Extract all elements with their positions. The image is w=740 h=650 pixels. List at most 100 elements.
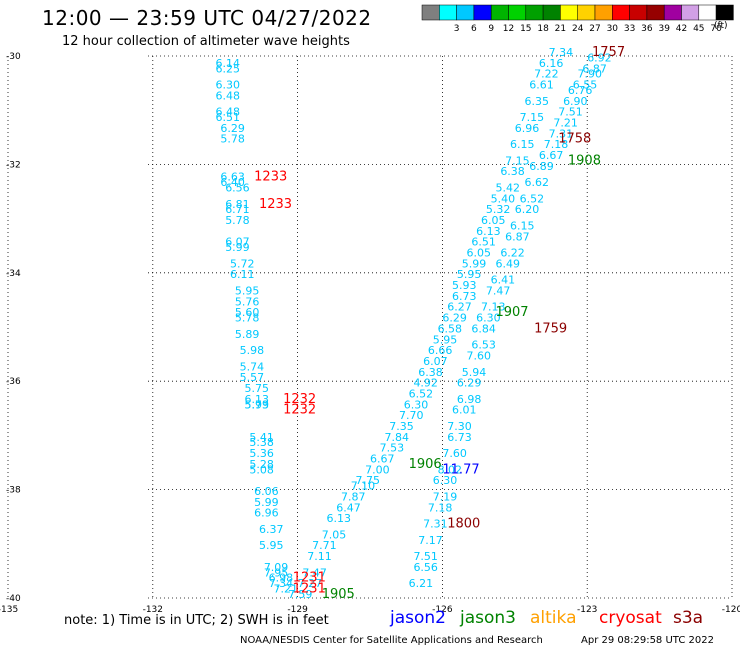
- wave-height-value: 7.13: [481, 301, 506, 314]
- wave-height-value: 6.96: [254, 507, 279, 520]
- wave-height-value: 6.92: [587, 51, 612, 64]
- wave-height-value: 5.42: [495, 182, 520, 195]
- wave-height-value: 7.21: [553, 116, 578, 129]
- pass-time-label: 1908: [568, 153, 601, 168]
- wave-height-value: 7.09: [264, 561, 289, 574]
- track-east: 6.216.567.517.177.317.187.196.308.027.60…: [409, 51, 612, 590]
- x-tick-label: -120: [722, 605, 740, 615]
- wave-height-value: 5.94: [462, 366, 487, 379]
- wave-height-value: 6.71: [225, 203, 250, 216]
- wave-height-value: 6.22: [500, 247, 525, 260]
- wave-height-value: 5.89: [235, 328, 260, 341]
- wave-height-value: 7.71: [312, 539, 337, 552]
- wave-height-value: 6.07: [423, 355, 448, 368]
- wave-height-value: 7.27: [298, 577, 323, 590]
- wave-height-value: 7.34: [269, 577, 294, 590]
- wave-height-value: 5.08: [249, 463, 273, 476]
- pass-time-label: 1231: [293, 582, 326, 597]
- wave-height-value: 6.96: [515, 122, 540, 135]
- wave-height-value: 6.13: [327, 512, 352, 525]
- y-tick-label: -34: [6, 269, 21, 279]
- wave-height-value: 7.87: [341, 490, 366, 503]
- wave-height-value: 7.05: [322, 528, 347, 541]
- legend-s3a: s3a: [673, 608, 704, 628]
- wave-height-value: 7.60: [442, 447, 467, 460]
- wave-height-value: 6.84: [471, 322, 496, 335]
- wave-height-value: 5.72: [230, 257, 255, 270]
- wave-height-value: 7.90: [578, 68, 603, 81]
- wave-height-value: 6.87: [505, 230, 530, 243]
- wave-height-value: 6.05: [467, 247, 492, 260]
- color-scale-bar: 3 6 9 12 15 18 21 24 27 30 33 36 39 42 45 70: [421, 4, 734, 34]
- legend-altika: altika: [530, 608, 577, 628]
- wave-height-value: 6.38: [500, 165, 525, 178]
- y-tick-label: -40: [6, 594, 21, 604]
- wave-height-value: 7.10: [351, 480, 376, 493]
- wave-height-value: 7.59: [288, 588, 313, 601]
- x-tick-label: -123: [577, 605, 597, 615]
- legend-jason3: jason3: [460, 608, 516, 628]
- scale-bin-label: 42: [676, 24, 687, 34]
- wave-height-value: 6.40: [220, 176, 245, 189]
- wave-height-value: 6.38: [418, 366, 443, 379]
- wave-height-value: 6.11: [230, 268, 255, 281]
- wave-height-value: 6.29: [220, 122, 245, 135]
- wave-height-value: 7.00: [365, 463, 390, 476]
- wave-height-value: 5.60: [235, 306, 260, 319]
- wave-height-value: 5.78: [235, 312, 260, 325]
- wave-height-value: 6.15: [510, 219, 535, 232]
- wave-height-value: 7.84: [384, 431, 409, 444]
- wave-height-value: 7.15: [520, 111, 545, 124]
- x-tick-label: -135: [0, 605, 18, 615]
- wave-height-value: 7.18: [428, 501, 453, 514]
- map-title: 12:00 — 23:59 UTC 04/27/2022: [42, 6, 372, 30]
- scale-bin-label: 45: [693, 24, 704, 34]
- wave-height-value: 5.99: [462, 257, 487, 270]
- scale-bin-label: 27: [589, 24, 600, 34]
- credit-text: NOAA/NESDIS Center for Satellite Applica…: [240, 635, 543, 646]
- wave-height-value: 5.95: [259, 539, 284, 552]
- pass-time-label: 11.77: [442, 462, 479, 477]
- wave-height-value: 7.18: [544, 138, 569, 151]
- wave-height-value: 5.99: [225, 241, 250, 254]
- wave-height-value: 6.41: [491, 274, 515, 287]
- wave-height-value: 6.51: [216, 111, 241, 124]
- wave-height-value: 7.19: [433, 490, 458, 503]
- scale-bin-label: 70: [710, 24, 722, 34]
- wave-height-value: 6.48: [216, 106, 241, 119]
- wave-height-value: 7.34: [549, 46, 574, 59]
- scale-bin-label: 30: [607, 24, 619, 34]
- pass-time-label: 1757: [592, 45, 625, 60]
- wave-height-value: 5.98: [240, 344, 265, 357]
- wave-height-value: 6.52: [409, 387, 434, 400]
- wave-height-value: 6.01: [452, 404, 477, 417]
- wave-height-value: 7.17: [418, 534, 443, 547]
- wave-height-value: 7.15: [505, 154, 530, 167]
- wave-height-value: 6.67: [370, 453, 395, 466]
- wave-height-value: 5.32: [486, 203, 511, 216]
- wave-height-value: 5.78: [225, 214, 250, 227]
- track-middle: 7.117.717.056.136.477.877.107.757.006.67…: [307, 46, 573, 563]
- wave-height-value: 5.78: [220, 133, 245, 146]
- wave-height-value: 6.76: [568, 84, 593, 97]
- wave-height-value: 6.63: [220, 171, 245, 184]
- wave-height-value: 6.13: [476, 225, 501, 238]
- wave-height-value: 6.29: [457, 377, 482, 390]
- wave-height-value: 5.95: [235, 284, 260, 297]
- wave-height-value: 6.52: [520, 192, 545, 205]
- wave-height-value: 4.92: [413, 377, 438, 390]
- wave-height-value: 6.98: [457, 393, 482, 406]
- wave-height-value: 5.38: [249, 436, 273, 449]
- scale-bin-label: 9: [488, 24, 494, 34]
- x-tick-label: -129: [287, 605, 308, 615]
- y-tick-label: -32: [6, 160, 21, 170]
- wave-height-value: 7.11: [307, 550, 332, 563]
- y-tick-label: -36: [6, 377, 21, 387]
- wave-height-value: 7.31: [423, 518, 448, 531]
- track-west: 6.146.256.306.486.486.516.295.786.636.40…: [216, 57, 327, 601]
- wave-height-value: 5.40: [491, 192, 515, 205]
- wave-height-value: 5.93: [245, 398, 269, 411]
- wave-height-value: 6.07: [225, 236, 250, 249]
- y-tick-label: -30: [6, 52, 21, 62]
